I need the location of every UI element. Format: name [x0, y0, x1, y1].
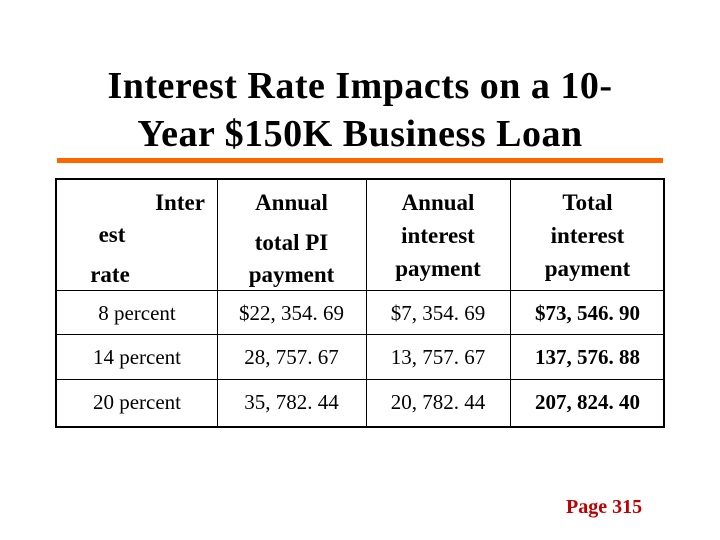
table-row: 14 percent 28, 757. 67 13, 757. 67 137, … [57, 334, 663, 379]
row-2-rate: 14 percent [92, 345, 182, 369]
table-row: 20 percent 35, 782. 44 20, 782. 44 207, … [57, 379, 663, 426]
header-interest-rate: Inter est rate [57, 180, 217, 290]
row-1-rate: 8 percent [98, 301, 176, 325]
header-annual-total-pi: Annual total PI payment [217, 180, 366, 290]
header-ti-part-3: payment [544, 256, 631, 281]
col-divider-2 [366, 180, 367, 426]
row-1-total-interest: $73, 546. 90 [535, 301, 640, 325]
row-2-total-pi: 28, 757. 67 [244, 345, 339, 369]
row-3-total-pi: 35, 782. 44 [244, 390, 339, 414]
row-divider-2 [57, 379, 663, 380]
header-divider [57, 290, 663, 291]
header-ti-part-1: Total [562, 190, 613, 215]
row-3-annual-interest: 20, 782. 44 [390, 390, 486, 414]
header-pi-part-1: Annual [255, 190, 328, 215]
header-ai-part-1: Annual [401, 190, 475, 215]
col-divider-1 [217, 180, 218, 426]
header-ti-part-2: interest [550, 223, 625, 248]
table-row: 8 percent $22, 354. 69 $7, 354. 69 $73, … [57, 290, 663, 334]
loan-table: Inter est rate Annual total PI payment A… [55, 178, 665, 428]
header-rate-part-3: rate [90, 262, 130, 287]
header-ai-part-2: interest [401, 223, 475, 248]
header-total-interest: Total interest payment [510, 186, 665, 285]
slide-title-line-1: Interest Rate Impacts on a 10- [107, 65, 613, 107]
header-pi-part-2: total PI [254, 230, 329, 255]
header-rate-part-1: Inter [155, 190, 205, 215]
header-rate-part-2: est [98, 222, 126, 247]
slide-title-line-2: Year $150K Business Loan [137, 113, 583, 155]
header-pi-part-3: payment [248, 262, 335, 287]
col-divider-3 [510, 180, 511, 426]
row-1-annual-interest: $7, 354. 69 [390, 301, 486, 325]
row-2-total-interest: 137, 576. 88 [535, 345, 640, 369]
row-divider-1 [57, 334, 663, 335]
title-underline [57, 158, 663, 163]
row-3-total-interest: 207, 824. 40 [535, 390, 640, 414]
row-1-total-pi: $22, 354. 69 [239, 301, 344, 325]
slide-title: Interest Rate Impacts on a 10- Year $150… [40, 62, 680, 158]
row-3-rate: 20 percent [92, 390, 182, 414]
page-label: Page 315 [566, 496, 643, 518]
header-annual-interest: Annual interest payment [366, 186, 510, 285]
row-2-annual-interest: 13, 757. 67 [390, 345, 486, 369]
header-ai-part-3: payment [395, 256, 481, 281]
